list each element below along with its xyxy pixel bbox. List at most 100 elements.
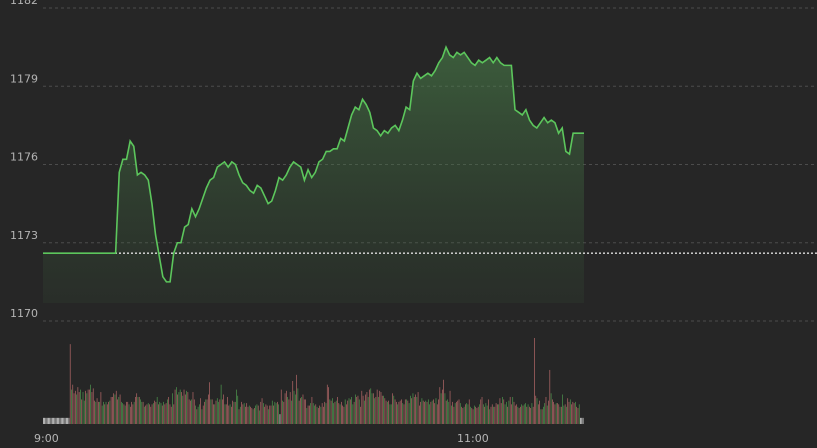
y-tick-label: 1170 bbox=[10, 307, 38, 320]
y-axis-ticks: 1182 1179 1176 1173 1170 bbox=[10, 0, 38, 320]
volume-bar bbox=[431, 400, 433, 424]
volume-bar bbox=[539, 400, 540, 424]
volume-bar bbox=[288, 399, 290, 424]
volume-bar bbox=[201, 409, 203, 424]
volume-bar bbox=[344, 399, 346, 424]
volume-bar bbox=[72, 384, 74, 424]
volume-bar bbox=[527, 404, 529, 424]
volume-bar bbox=[58, 417, 60, 424]
volume-bar bbox=[568, 401, 570, 424]
volume-bar bbox=[347, 400, 349, 424]
volume-bar bbox=[416, 396, 418, 424]
volume-bar bbox=[95, 401, 97, 424]
volume-bar bbox=[408, 403, 410, 424]
volume-bar bbox=[476, 408, 478, 424]
volume-bar bbox=[385, 400, 387, 424]
volume-bar bbox=[580, 417, 581, 424]
volume-bar bbox=[44, 417, 45, 424]
volume-bar bbox=[413, 396, 415, 424]
volume-bar bbox=[508, 400, 510, 424]
volume-bar bbox=[138, 396, 140, 424]
volume-bar bbox=[491, 404, 493, 424]
volume-bar bbox=[525, 403, 526, 424]
volume-bar bbox=[181, 392, 182, 424]
volume-bar bbox=[53, 417, 54, 424]
volume-bar bbox=[361, 390, 363, 424]
volume-bar bbox=[204, 401, 205, 424]
volume-bar bbox=[77, 387, 79, 424]
volume-bar bbox=[407, 400, 409, 424]
volume-bar bbox=[129, 406, 131, 424]
volume-bar bbox=[335, 400, 337, 424]
volume-bar bbox=[444, 393, 446, 424]
volume-bar bbox=[399, 400, 401, 424]
volume-bar bbox=[140, 399, 141, 424]
volume-bar bbox=[126, 401, 127, 424]
volume-bar bbox=[481, 396, 483, 424]
volume-bar bbox=[471, 408, 473, 424]
volume-bar bbox=[278, 404, 280, 424]
volume-bar bbox=[384, 398, 386, 424]
volume-bar bbox=[172, 393, 173, 424]
volume-bar bbox=[545, 396, 547, 424]
volume-bar bbox=[465, 404, 466, 424]
volume-bar bbox=[256, 404, 258, 424]
volume-bar bbox=[289, 392, 291, 424]
volume-bar bbox=[210, 399, 212, 424]
volume-bar bbox=[179, 389, 181, 424]
volume-bar bbox=[78, 392, 80, 424]
volume-bar bbox=[202, 405, 204, 424]
volume-bar bbox=[152, 403, 154, 424]
volume-bar bbox=[442, 389, 443, 424]
volume-bar bbox=[512, 396, 514, 424]
volume-bar bbox=[435, 398, 437, 424]
volume-bar bbox=[132, 404, 134, 424]
volume-bar bbox=[516, 404, 517, 424]
volume-bar bbox=[242, 404, 244, 424]
volume-bar bbox=[144, 406, 145, 424]
y-tick-label: 1182 bbox=[10, 0, 38, 7]
volume-bar bbox=[55, 417, 57, 424]
volume-bar bbox=[71, 389, 72, 424]
volume-bar bbox=[286, 390, 287, 424]
volume-bar bbox=[269, 405, 271, 424]
volume-bar bbox=[493, 406, 494, 424]
x-axis-ticks: 9:00 11:00 bbox=[34, 432, 489, 445]
volume-bar bbox=[205, 399, 207, 424]
volume-bar bbox=[274, 401, 276, 424]
volume-bar bbox=[176, 387, 177, 424]
volume-bar bbox=[150, 406, 152, 424]
volume-bar bbox=[287, 396, 288, 424]
volume-bar bbox=[470, 406, 471, 424]
volume-bar bbox=[92, 388, 94, 424]
volume-bar bbox=[131, 401, 132, 424]
y-tick-label: 1173 bbox=[10, 229, 38, 242]
volume-bar bbox=[151, 404, 153, 424]
volume-bar bbox=[160, 403, 162, 424]
volume-bar bbox=[366, 392, 368, 424]
volume-bar bbox=[117, 399, 118, 424]
volume-bar bbox=[100, 392, 102, 424]
volume-bar bbox=[108, 401, 109, 424]
volume-bar bbox=[188, 399, 190, 424]
volume-bar bbox=[571, 404, 572, 424]
volume-bar bbox=[169, 404, 171, 424]
volume-bar bbox=[275, 403, 277, 424]
volume-bar bbox=[498, 404, 499, 424]
volume-bar bbox=[403, 404, 405, 424]
volume-bar bbox=[197, 406, 199, 424]
volume-bar bbox=[401, 399, 402, 424]
volume-bar bbox=[69, 344, 71, 424]
volume-bar bbox=[462, 408, 464, 424]
volume-bar bbox=[329, 399, 331, 424]
volume-bar bbox=[484, 406, 485, 424]
volume-bar bbox=[105, 401, 107, 424]
volume-bar bbox=[136, 393, 138, 424]
volume-bar bbox=[245, 406, 246, 424]
volume-bar bbox=[265, 404, 267, 424]
volume-bar bbox=[114, 394, 116, 424]
volume-bar bbox=[549, 369, 551, 424]
volume-bar bbox=[482, 404, 484, 424]
volume-bar bbox=[509, 396, 511, 424]
